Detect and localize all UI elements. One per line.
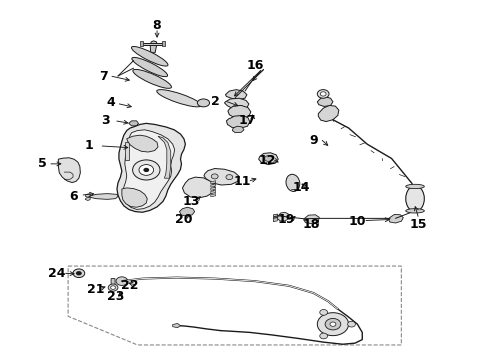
Text: 5: 5: [38, 157, 47, 170]
Polygon shape: [58, 158, 80, 183]
Circle shape: [320, 92, 326, 96]
Text: 20: 20: [175, 213, 193, 226]
Polygon shape: [304, 215, 319, 224]
Polygon shape: [129, 121, 139, 126]
Polygon shape: [232, 126, 244, 133]
Polygon shape: [142, 42, 164, 45]
Text: 22: 22: [122, 279, 139, 292]
Polygon shape: [85, 194, 90, 197]
Circle shape: [73, 269, 85, 278]
Polygon shape: [211, 194, 216, 197]
Circle shape: [133, 160, 160, 180]
Text: 3: 3: [101, 114, 110, 127]
Ellipse shape: [197, 99, 210, 107]
Polygon shape: [162, 41, 165, 46]
Text: 15: 15: [410, 218, 427, 231]
Polygon shape: [389, 215, 403, 223]
Circle shape: [318, 313, 348, 336]
Text: 16: 16: [246, 59, 264, 72]
Polygon shape: [150, 41, 157, 53]
Polygon shape: [68, 266, 401, 345]
Polygon shape: [89, 194, 118, 199]
Circle shape: [265, 156, 272, 161]
Ellipse shape: [133, 69, 172, 88]
Polygon shape: [182, 177, 215, 198]
Ellipse shape: [406, 186, 424, 212]
Circle shape: [347, 321, 355, 327]
Ellipse shape: [157, 90, 201, 107]
Polygon shape: [211, 181, 216, 184]
Circle shape: [325, 319, 341, 330]
Text: 11: 11: [234, 175, 251, 188]
Polygon shape: [127, 135, 158, 152]
Ellipse shape: [131, 46, 168, 66]
Polygon shape: [125, 142, 129, 160]
Polygon shape: [273, 214, 278, 218]
Text: 9: 9: [309, 134, 318, 147]
Text: 1: 1: [84, 139, 93, 152]
Polygon shape: [140, 41, 144, 46]
Polygon shape: [318, 105, 339, 122]
Polygon shape: [172, 323, 180, 328]
Polygon shape: [85, 197, 90, 201]
Circle shape: [226, 175, 233, 180]
Text: 24: 24: [48, 267, 66, 280]
Text: 19: 19: [278, 213, 295, 226]
Polygon shape: [224, 98, 249, 109]
Text: 2: 2: [211, 95, 220, 108]
Polygon shape: [226, 116, 250, 129]
Circle shape: [108, 284, 118, 291]
Ellipse shape: [132, 58, 168, 77]
Text: 18: 18: [302, 218, 319, 231]
Text: 23: 23: [107, 290, 124, 303]
Circle shape: [111, 286, 116, 289]
Text: 17: 17: [239, 114, 256, 127]
Polygon shape: [318, 97, 333, 107]
Circle shape: [116, 277, 128, 285]
Polygon shape: [277, 212, 289, 221]
Polygon shape: [259, 153, 278, 165]
Ellipse shape: [406, 209, 424, 213]
Polygon shape: [211, 190, 216, 194]
Circle shape: [211, 174, 218, 179]
Text: 8: 8: [153, 19, 161, 32]
Circle shape: [144, 168, 149, 172]
Polygon shape: [111, 279, 115, 288]
Polygon shape: [179, 207, 195, 216]
Polygon shape: [122, 188, 147, 207]
Circle shape: [320, 333, 328, 339]
Text: 6: 6: [70, 190, 78, 203]
Text: 21: 21: [87, 283, 105, 296]
Polygon shape: [273, 218, 278, 222]
Circle shape: [320, 310, 328, 315]
Ellipse shape: [286, 174, 300, 192]
Polygon shape: [211, 187, 216, 190]
Text: 4: 4: [106, 96, 115, 109]
Text: 10: 10: [348, 215, 366, 228]
Circle shape: [139, 165, 154, 175]
Ellipse shape: [406, 184, 424, 189]
Polygon shape: [211, 184, 216, 187]
Text: 13: 13: [183, 195, 200, 208]
Polygon shape: [117, 123, 185, 212]
Circle shape: [76, 271, 82, 275]
Polygon shape: [158, 136, 171, 178]
Text: 12: 12: [258, 154, 276, 167]
Polygon shape: [123, 130, 174, 210]
Polygon shape: [225, 90, 247, 100]
Polygon shape: [204, 168, 239, 185]
Text: 14: 14: [293, 181, 310, 194]
Polygon shape: [228, 105, 251, 118]
Circle shape: [330, 322, 336, 326]
Circle shape: [318, 90, 329, 98]
Text: 7: 7: [99, 69, 108, 82]
